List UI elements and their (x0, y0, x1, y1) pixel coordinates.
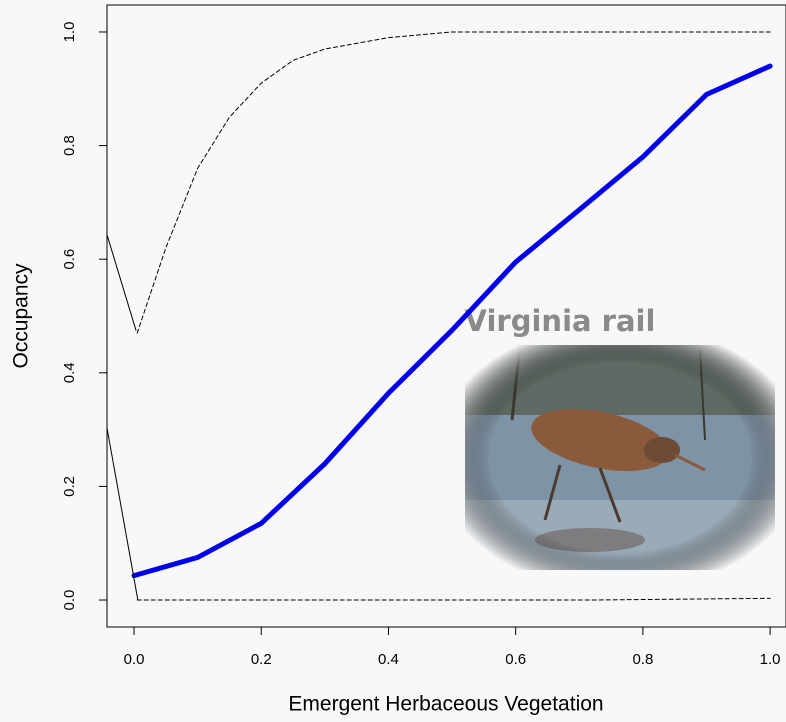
photo (465, 344, 775, 570)
x-tick-label: 0.4 (378, 651, 399, 668)
y-tick-label: 0.0 (61, 590, 78, 611)
x-tick-label: 1.0 (760, 651, 781, 668)
series-line (107, 234, 137, 331)
x-tick-label: 0.8 (632, 651, 653, 668)
x-axis-title: Emergent Herbaceous Vegetation (288, 693, 603, 716)
y-tick-label: 0.4 (61, 362, 78, 383)
y-tick-label: 0.2 (61, 476, 78, 497)
y-tick-label: 1.0 (61, 22, 78, 43)
series-line (136, 31, 771, 334)
y-axis-title: Occupancy (10, 263, 33, 369)
y-tick-label: 0.8 (61, 135, 78, 156)
series-line (131, 63, 773, 579)
x-tick-label: 0.0 (124, 651, 145, 668)
x-tick-label: 0.6 (505, 651, 526, 668)
y-tick-label: 0.6 (61, 249, 78, 270)
series-line (107, 427, 139, 601)
plot-layer (107, 31, 773, 601)
x-tick-label: 0.2 (251, 651, 272, 668)
series-line (136, 597, 771, 601)
annotation: Virginia rail (465, 304, 656, 338)
